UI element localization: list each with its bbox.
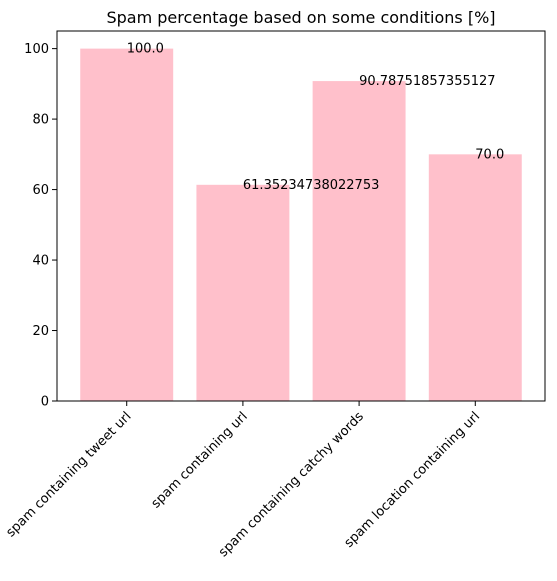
chart-title: Spam percentage based on some conditions… [106,8,495,27]
y-tick-label-4: 80 [32,113,49,128]
data-label-1: 61.35234738022753 [243,178,379,193]
data-labels-group: 100.0 61.35234738022753 90.78751857355127 7… [127,42,505,193]
x-tick-label-1: spam containing url [149,409,251,511]
x-axis: spam containing tweet url spam containing… [3,401,483,560]
y-tick-label-0: 0 [41,395,49,410]
y-tick-label-1: 20 [32,324,49,339]
y-tick-label-2: 40 [32,254,49,269]
data-label-0: 100.0 [127,42,164,57]
data-label-3: 70.0 [475,147,504,162]
y-axis: 0 20 40 60 80 100 [24,42,57,410]
bars-group [80,48,522,401]
bar-2 [312,81,406,401]
bar-3 [428,154,522,401]
data-label-2: 90.78751857355127 [359,74,495,89]
bar-1 [196,184,290,401]
y-tick-label-5: 100 [24,42,49,57]
bar-0 [80,48,174,401]
x-tick-label-0: spam containing tweet url [3,409,134,540]
x-tick-label-3: spam location containing url [342,409,484,551]
y-tick-label-3: 60 [32,183,49,198]
plot-frame [56,30,546,402]
